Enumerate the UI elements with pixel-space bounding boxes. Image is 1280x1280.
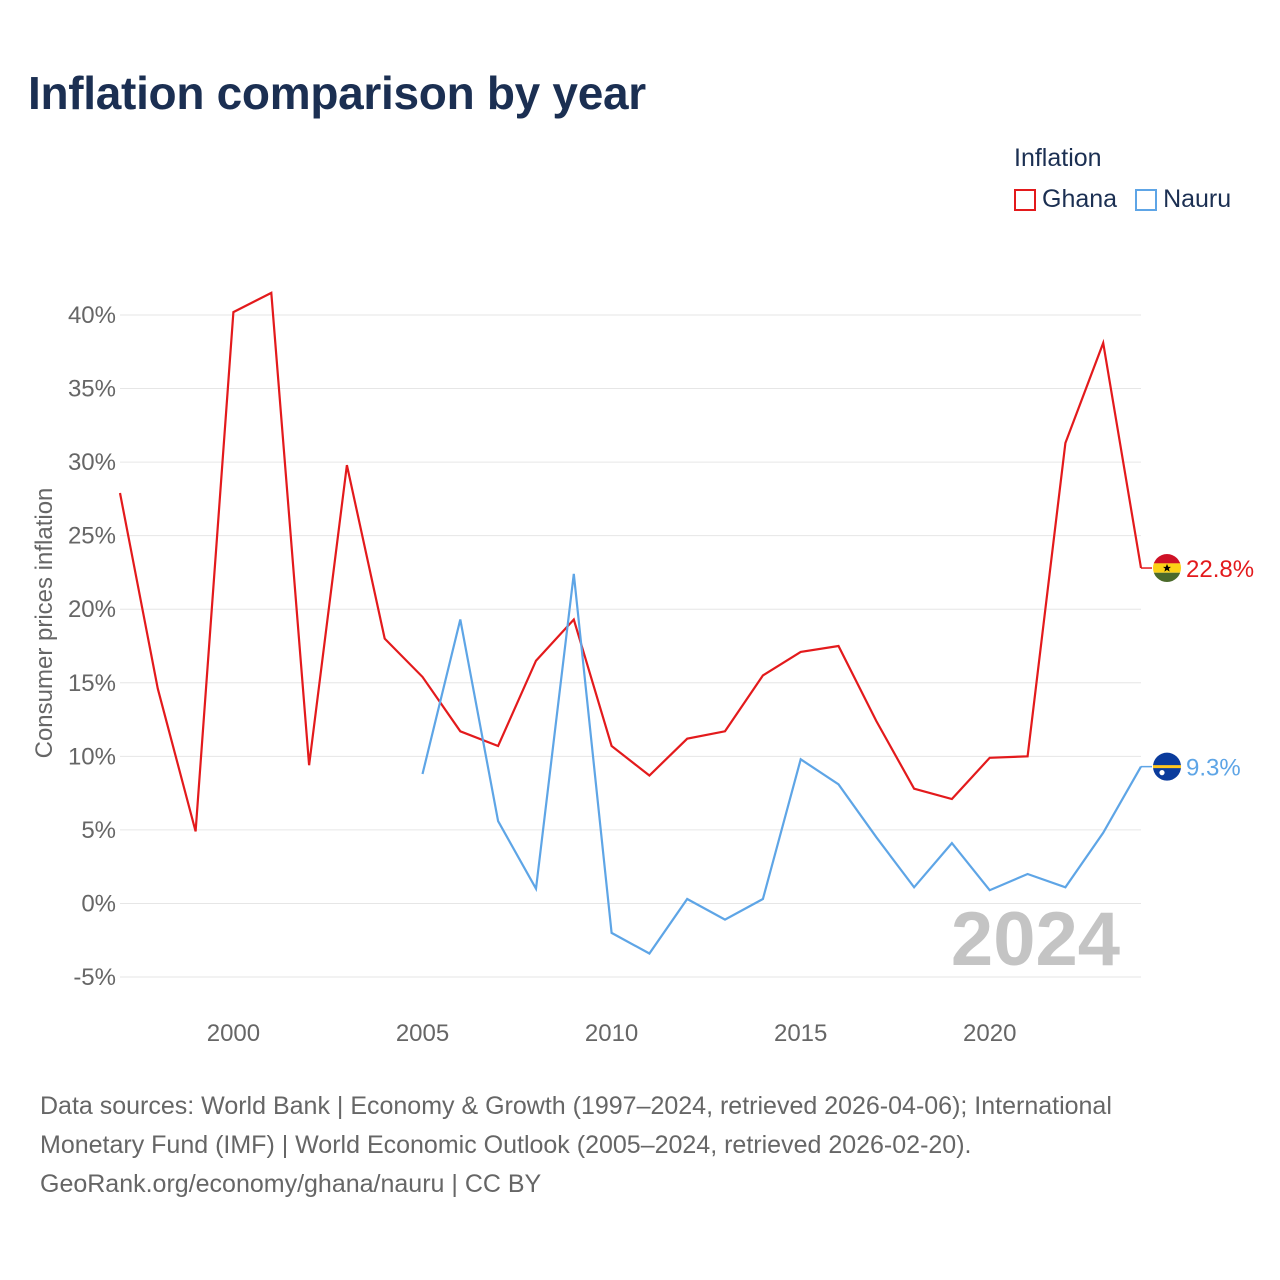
x-tick-label: 2005 [396,1020,449,1047]
x-tick-label: 2015 [774,1020,827,1047]
gridlines [120,314,1141,978]
y-tick-label: 30% [68,449,116,476]
legend-label-nauru: Nauru [1163,185,1232,213]
y-tick-label: -5% [73,964,116,991]
series-line-nauru [421,573,1142,955]
series-end-markers: 22.8% 9.3% [1141,554,1254,782]
y-tick-label: 20% [68,596,116,623]
flag-icon-nauru [1153,752,1181,781]
x-tick-labels: 2000 2005 2010 2015 2020 [207,1020,1017,1047]
y-tick-label: 40% [68,302,116,329]
flag-icon-ghana [1153,554,1181,583]
y-tick-label: 10% [68,743,116,770]
legend: Inflation Ghana Nauru [1014,144,1231,214]
flag-stripe-green [1153,572,1181,583]
series-line-ghana [118,291,1143,832]
y-tick-label: 5% [81,817,116,844]
y-axis-label: Consumer prices inflation [31,488,58,759]
year-watermark: 2024 [951,897,1120,982]
y-tick-label: 25% [68,523,116,550]
source-note: Data sources: World Bank | Economy & Gro… [40,1087,1250,1204]
legend-label-ghana: Ghana [1042,185,1118,213]
line-chart: -5% 0% 5% 10% 15% 20% 25% 30% 35% 40% 2000 2005 201… [31,291,1254,1047]
flag-star [1163,564,1171,572]
legend-title: Inflation [1014,144,1102,172]
series-lines [118,291,1143,955]
y-tick-label: 15% [68,670,116,697]
legend-swatch-nauru [1135,188,1158,211]
source-line-1: Data sources: World Bank | Economy & Gro… [40,1092,1112,1120]
flag-stripe-yellow [1153,765,1181,769]
flag-stripes [1153,554,1181,583]
source-line-3[interactable]: GeoRank.org/economy/ghana/nauru | CC BY [40,1170,542,1198]
legend-item-nauru[interactable]: Nauru [1135,185,1231,214]
y-tick-label: 0% [81,890,116,917]
y-tick-labels: -5% 0% 5% 10% 15% 20% 25% 30% 35% 40% [68,302,116,991]
x-tick-label: 2020 [963,1020,1016,1047]
x-tick-label: 2010 [585,1020,638,1047]
flag-star [1159,770,1165,776]
y-tick-label: 35% [68,376,116,403]
flag-stripe-red [1153,554,1181,564]
legend-swatch-ghana [1014,188,1036,211]
chart-title: Inflation comparison by year [28,67,646,119]
end-label-ghana: 22.8% [1186,556,1254,583]
end-label-nauru: 9.3% [1186,755,1241,782]
source-line-2: Monetary Fund (IMF) | World Economic Out… [40,1131,972,1159]
legend-item-ghana[interactable]: Ghana [1014,185,1117,214]
x-tick-label: 2000 [207,1020,260,1047]
